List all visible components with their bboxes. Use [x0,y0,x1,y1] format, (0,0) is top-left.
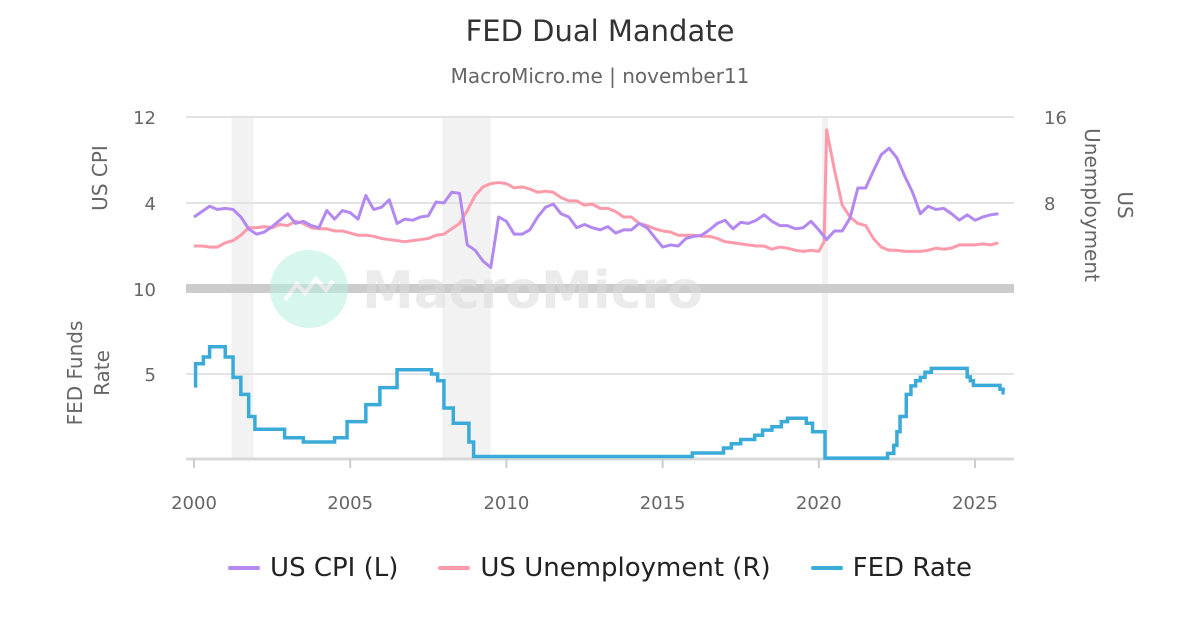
watermark-text: MacroMicro [362,261,703,321]
x-tick-label: 2025 [952,493,998,514]
legend-label-cpi: US CPI (L) [270,553,399,583]
series-line-fed-rate [193,345,1005,460]
x-tick-label: 2020 [796,493,842,514]
y-bottom-axis-title-line: FED Funds [63,321,87,426]
x-tick-label: 2015 [640,493,686,514]
x-tick-label: 2010 [483,493,529,514]
chart-subtitle: MacroMicro.me | november11 [450,64,750,88]
legend-item-fed[interactable]: FED Rate [810,553,972,583]
legend-item-cpi[interactable]: US CPI (L) [228,553,398,583]
y-right-axis-title-line: Unemployment [1080,128,1104,282]
y-left-axis-title: US CPI [88,145,112,211]
legend: US CPI (L) US Unemployment (R) FED Rate [0,553,1200,583]
y-left-tick-label: 12 [133,108,156,129]
y-bottom-axis-title: FED Funds Rate [63,321,114,426]
x-tick-label: 2005 [327,493,373,514]
legend-label-fed: FED Rate [852,553,972,583]
y-right-tick-label: 8 [1044,194,1055,215]
y-bottom-tick-label: 10 [133,280,156,301]
y-right-axis-title: US Unemployment [1080,128,1137,282]
watermark-logo-line [283,275,335,302]
legend-label-unemployment: US Unemployment (R) [480,553,771,583]
legend-swatch-fed [810,566,843,570]
y-right-tick-label: 16 [1044,108,1067,129]
x-tick-label: 2000 [171,493,217,514]
panel-separator [186,284,1014,293]
legend-swatch-unemployment [438,566,471,570]
legend-swatch-cpi [228,566,261,570]
y-right-axis-title-line: US [1113,191,1137,218]
chart-title: FED Dual Mandate [465,14,735,48]
series-line-cpi [193,146,999,269]
watermark: MacroMicro [270,250,703,328]
y-bottom-tick-label: 5 [145,365,156,386]
y-bottom-axis-title-line: Rate [90,350,114,396]
series-line-unemployment [194,128,999,253]
legend-item-unemployment[interactable]: US Unemployment (R) [438,553,771,583]
y-left-tick-label: 4 [145,194,156,215]
